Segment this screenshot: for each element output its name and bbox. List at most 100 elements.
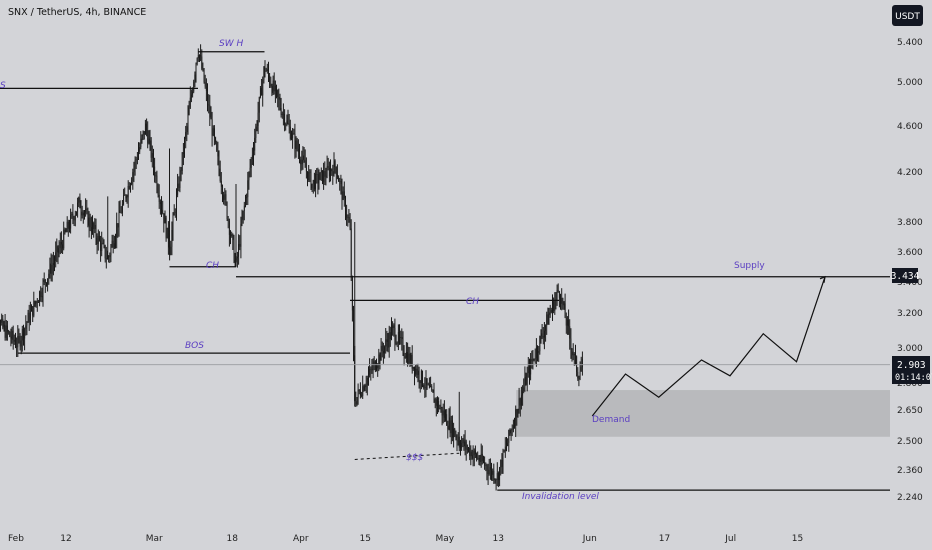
candle-body (277, 90, 279, 97)
candle-body (112, 240, 114, 248)
candle-body (519, 398, 521, 406)
candle-body (345, 198, 346, 215)
candle-body (517, 409, 519, 418)
candle-body (538, 351, 540, 353)
candle-body (11, 330, 13, 339)
candle-body (499, 467, 500, 481)
candle-body (264, 67, 266, 72)
candle-body (187, 114, 189, 127)
candle-body (173, 211, 175, 216)
candle-body (399, 332, 400, 338)
candle-body (533, 358, 535, 360)
candle-body (523, 387, 525, 392)
candle-body (527, 366, 529, 374)
projection-path[interactable] (591, 276, 826, 417)
candle-body (241, 219, 243, 224)
candle-body (43, 279, 45, 283)
candle-body (128, 186, 130, 189)
candle-body (341, 183, 343, 200)
candle-body (385, 339, 387, 347)
candle-body (541, 333, 543, 337)
candle-body (194, 74, 196, 82)
candle-body (542, 336, 544, 338)
candle-body (95, 225, 97, 238)
candle-body (532, 358, 534, 362)
candle-body (326, 166, 328, 178)
candle-body (318, 179, 320, 184)
candle-body (338, 177, 339, 182)
candle-body (218, 156, 220, 169)
candle-body (362, 386, 364, 396)
candle-body (358, 389, 360, 392)
candle-body (191, 94, 192, 98)
candle-body (102, 242, 104, 244)
candle-body (118, 210, 120, 228)
candle-body (271, 86, 273, 93)
candle-body (97, 235, 99, 245)
candle-body (155, 175, 157, 177)
price-tick-label: 2.360 (897, 466, 923, 476)
price-tick-label: 3.600 (897, 248, 923, 258)
candle-body (435, 399, 437, 406)
candle-body (556, 290, 558, 296)
candle-body (101, 242, 103, 251)
candle-body (65, 231, 67, 233)
candle-body (401, 337, 403, 339)
candle-body (478, 457, 480, 462)
candle-body (304, 160, 306, 168)
candle-body (189, 97, 191, 108)
candle-body (353, 310, 354, 356)
candle-body (8, 331, 9, 333)
candle-body (247, 180, 249, 197)
candle-body (335, 167, 337, 175)
candle-body (197, 55, 199, 59)
price-tick-label: 4.200 (897, 168, 923, 178)
candle-body (291, 138, 292, 139)
candle-body (72, 213, 74, 218)
candle-body (567, 319, 568, 326)
candle-body (70, 215, 72, 229)
candle-body (225, 194, 227, 203)
candle-body (579, 371, 581, 379)
candle-body (176, 194, 177, 213)
candle-body (516, 409, 518, 418)
candle-body (317, 174, 319, 184)
candle-body (28, 312, 30, 323)
candle-body (294, 134, 296, 149)
candle-body (394, 328, 396, 343)
candle-body (163, 213, 165, 224)
candle-body (110, 246, 112, 256)
candle-body (62, 244, 63, 249)
candle-body (411, 354, 413, 369)
candle-body (35, 301, 37, 304)
candle-body (554, 300, 556, 311)
candle-body (476, 453, 477, 459)
candle-body (302, 155, 304, 160)
candle-body (238, 244, 239, 257)
candle-body (437, 401, 438, 406)
candle-body (361, 395, 362, 397)
candle-body (471, 451, 473, 459)
candle-body (56, 246, 58, 253)
time-axis[interactable]: Feb 12 Mar 18 Apr 15 May 13 Jun 17 Jul 15 (8, 534, 803, 544)
candle-body (90, 227, 92, 232)
candle-body (491, 467, 492, 475)
candle-body (460, 445, 461, 449)
candle-body (2, 318, 4, 328)
time-tick-label: 18 (227, 534, 239, 544)
candle-body (249, 167, 251, 173)
candle-body (571, 349, 573, 352)
candle-body (402, 339, 404, 354)
candle-body (170, 246, 172, 255)
candle-body (281, 113, 283, 115)
candle-body (348, 217, 350, 222)
currency-button[interactable]: USDT (892, 5, 923, 26)
candle-body (475, 450, 476, 454)
candle-body (427, 384, 429, 386)
candle-body (148, 138, 150, 144)
candle-body (49, 263, 51, 274)
candle-body (154, 166, 156, 177)
price-tick-label: 5.000 (897, 78, 923, 88)
candle-body (54, 261, 55, 263)
